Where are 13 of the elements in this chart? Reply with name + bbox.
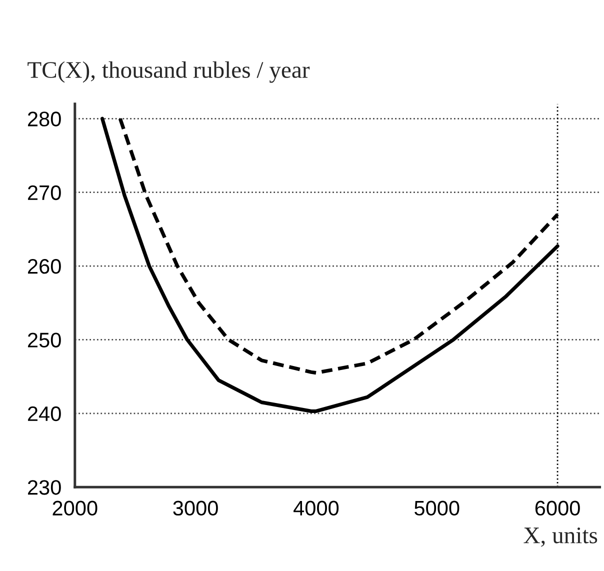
x-tick-label: 4000 [294, 500, 339, 516]
x-tick-label: 3000 [173, 500, 218, 516]
y-tick-label: 270 [28, 185, 61, 200]
y-axis-title: TC(X), thousand rubles / year [28, 61, 310, 83]
x-tick-label: 2000 [52, 500, 98, 516]
y-tick-label: 250 [28, 332, 61, 348]
x-axis-title: X, units [524, 527, 598, 547]
y-tick-label: 260 [28, 259, 61, 274]
y-tick-label: 230 [28, 480, 61, 495]
y-tick-label: 280 [28, 112, 61, 126]
x-tick-label: 5000 [414, 500, 460, 516]
y-tick-label: 240 [28, 406, 61, 422]
x-tick-label: 6000 [535, 500, 580, 516]
